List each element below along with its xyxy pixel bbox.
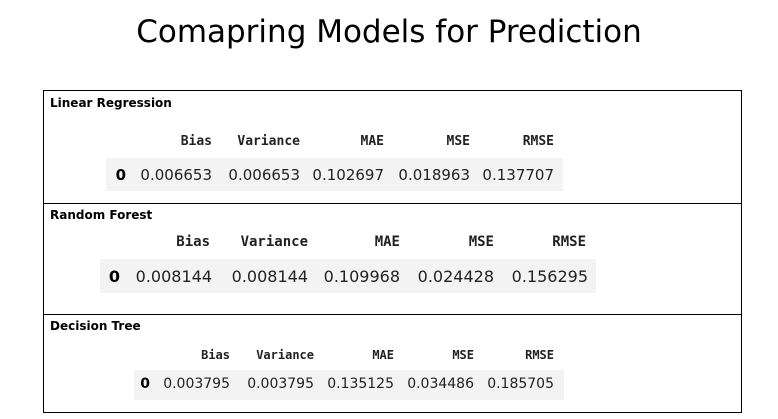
cell-mae: 0.102697 bbox=[312, 166, 384, 184]
section-label: Random Forest bbox=[50, 208, 153, 222]
column-header-bias: Bias bbox=[201, 348, 230, 362]
cell-bias: 0.008144 bbox=[135, 267, 212, 286]
column-header-mse: MSE bbox=[446, 134, 470, 149]
cell-rmse: 0.137707 bbox=[482, 166, 554, 184]
page-title: Comapring Models for Prediction bbox=[136, 14, 642, 50]
column-header-mae: MAE bbox=[360, 134, 384, 149]
section-random-forest: Random Forest Bias Variance MAE MSE RMSE… bbox=[44, 203, 741, 315]
column-header-variance: Variance bbox=[240, 234, 308, 250]
column-header-mae: MAE bbox=[374, 234, 400, 250]
cell-variance: 0.006653 bbox=[228, 166, 300, 184]
cell-rmse: 0.156295 bbox=[511, 267, 588, 286]
table-row bbox=[100, 259, 596, 293]
column-header-mae: MAE bbox=[372, 348, 394, 362]
row-index: 0 bbox=[108, 267, 120, 286]
table-row bbox=[106, 158, 563, 191]
column-header-rmse: RMSE bbox=[552, 234, 586, 250]
cell-mse: 0.018963 bbox=[398, 166, 470, 184]
column-header-bias: Bias bbox=[180, 134, 212, 149]
section-linear-regression: Linear Regression Bias Variance MAE MSE … bbox=[44, 91, 741, 203]
cell-mae: 0.109968 bbox=[323, 267, 400, 286]
section-label: Decision Tree bbox=[50, 319, 141, 333]
column-header-mse: MSE bbox=[468, 234, 494, 250]
cell-bias: 0.003795 bbox=[163, 376, 230, 392]
section-decision-tree: Decision Tree Bias Variance MAE MSE RMSE… bbox=[44, 314, 741, 413]
column-header-variance: Variance bbox=[237, 134, 300, 149]
column-header-rmse: RMSE bbox=[525, 348, 554, 362]
row-index: 0 bbox=[140, 376, 150, 392]
cell-mse: 0.034486 bbox=[407, 376, 474, 392]
section-label: Linear Regression bbox=[50, 96, 172, 110]
column-header-bias: Bias bbox=[176, 234, 210, 250]
column-header-rmse: RMSE bbox=[522, 134, 554, 149]
cell-variance: 0.003795 bbox=[247, 376, 314, 392]
cell-bias: 0.006653 bbox=[140, 166, 212, 184]
results-frame: Linear Regression Bias Variance MAE MSE … bbox=[43, 90, 742, 413]
cell-rmse: 0.185705 bbox=[487, 376, 554, 392]
column-header-mse: MSE bbox=[452, 348, 474, 362]
cell-mse: 0.024428 bbox=[417, 267, 494, 286]
row-index: 0 bbox=[115, 166, 126, 184]
column-header-variance: Variance bbox=[256, 348, 314, 362]
table-row bbox=[134, 370, 564, 400]
cell-variance: 0.008144 bbox=[231, 267, 308, 286]
cell-mae: 0.135125 bbox=[327, 376, 394, 392]
